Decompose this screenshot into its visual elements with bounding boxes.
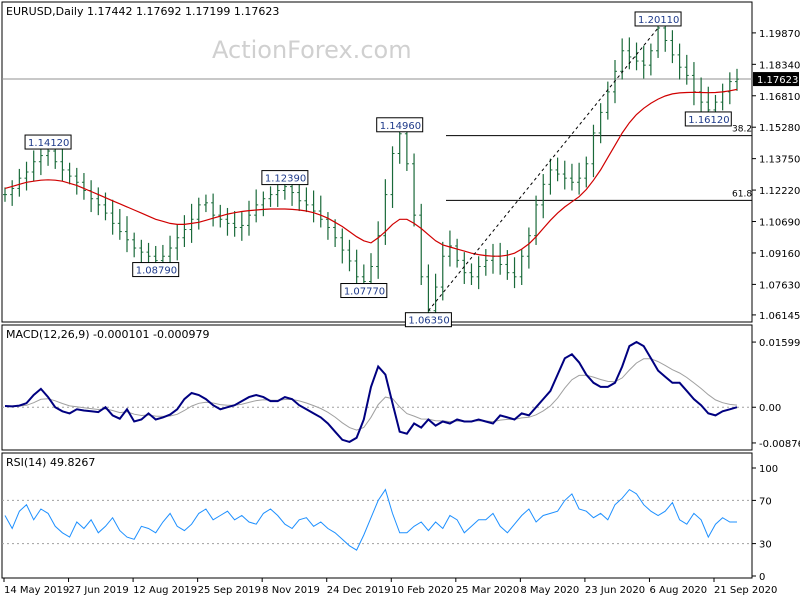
x-tick-label: 8 Nov 2019 bbox=[262, 585, 320, 596]
x-tick-label: 12 Aug 2019 bbox=[133, 585, 197, 596]
rsi-panel-title: RSI(14) 49.8267 bbox=[6, 456, 95, 469]
price-label-box bbox=[24, 134, 72, 150]
macd-panel-frame bbox=[1, 324, 753, 451]
x-tick-label: 24 Dec 2019 bbox=[327, 585, 391, 596]
x-tick-label: 23 Jun 2020 bbox=[585, 585, 645, 596]
price-label-box bbox=[340, 283, 388, 299]
fib-level-label: 38.2 bbox=[732, 125, 752, 135]
price-label: 1.14960 bbox=[380, 121, 421, 132]
price-label: 1.20110 bbox=[638, 15, 679, 26]
macd-panel-title: MACD(12,26,9) -0.000101 -0.000979 bbox=[6, 328, 209, 341]
trendline-dashed bbox=[428, 27, 659, 312]
price-label-box bbox=[404, 312, 452, 328]
price-y-tick-label: 1.13750 bbox=[759, 155, 800, 166]
macd-y-tick-label: 0.015991 bbox=[759, 338, 800, 349]
price-label: 1.07770 bbox=[344, 287, 385, 298]
axes-layer: 1.19870 1.18340 1.16810 1.15280 1.13750 1.122… bbox=[3, 29, 800, 596]
macd-y-tick-label: -0.00876 bbox=[759, 439, 800, 450]
macd-line bbox=[4, 340, 738, 443]
price-y-tick-label: 1.15280 bbox=[759, 123, 800, 134]
price-label-box bbox=[684, 111, 732, 127]
price-y-tick-label: 1.18340 bbox=[759, 60, 800, 71]
last-price-label: 1.17623 bbox=[757, 75, 798, 86]
x-tick-label: 21 Sep 2020 bbox=[714, 585, 777, 596]
price-label: 1.16120 bbox=[688, 115, 729, 126]
x-tick-label: 8 May 2020 bbox=[520, 585, 579, 596]
price-y-tick-label: 1.16810 bbox=[759, 92, 800, 103]
price-y-tick-label: 1.10690 bbox=[759, 218, 800, 229]
rsi-y-tick-label: 0 bbox=[759, 572, 765, 583]
price-label: 1.12390 bbox=[265, 174, 306, 185]
x-tick-label: 10 Feb 2020 bbox=[391, 585, 453, 596]
price-y-tick-label: 1.06145 bbox=[759, 311, 800, 322]
rsi-plot-layer bbox=[2, 488, 752, 551]
watermark: ActionForex.com bbox=[212, 36, 412, 64]
price-label-box bbox=[376, 117, 424, 133]
fib-level-label: 61.8 bbox=[732, 189, 752, 199]
rsi-y-tick-label: 70 bbox=[759, 496, 772, 507]
price-panel-title: EURUSD,Daily 1.17442 1.17692 1.17199 1.1… bbox=[6, 5, 279, 18]
price-y-tick-label: 1.07630 bbox=[759, 280, 800, 291]
rsi-y-tick-label: 30 bbox=[759, 540, 772, 551]
x-tick-label: 27 Jun 2019 bbox=[69, 585, 129, 596]
price-y-tick-label: 1.12220 bbox=[759, 186, 800, 197]
rsi-panel-frame bbox=[1, 452, 753, 579]
macd-y-tick-label: 0.00 bbox=[759, 403, 781, 414]
price-panel-frame bbox=[1, 1, 753, 323]
last-price-badge bbox=[753, 72, 799, 87]
rsi-y-tick-label: 100 bbox=[759, 464, 778, 475]
price-label: 1.08790 bbox=[136, 266, 177, 277]
price-label-box bbox=[132, 262, 180, 278]
x-tick-label: 14 May 2019 bbox=[4, 585, 69, 596]
price-y-tick-label: 1.19870 bbox=[759, 29, 800, 40]
price-y-tick-label: 1.09160 bbox=[759, 249, 800, 260]
macd-plot-layer bbox=[2, 340, 752, 443]
price-label-box bbox=[634, 11, 682, 27]
moving-average-line bbox=[4, 88, 738, 257]
price-label: 1.06350 bbox=[408, 316, 449, 327]
x-tick-label: 25 Sep 2019 bbox=[198, 585, 261, 596]
price-label-box bbox=[261, 170, 309, 186]
x-tick-label: 25 Mar 2020 bbox=[456, 585, 519, 596]
x-tick-label: 6 Aug 2020 bbox=[649, 585, 707, 596]
price-plot-layer: 38.2 61.8 1.14120 1.12390 1.08790 1.07770 1.14… bbox=[2, 11, 752, 328]
rsi-line bbox=[4, 488, 737, 551]
price-label: 1.14120 bbox=[28, 138, 69, 149]
